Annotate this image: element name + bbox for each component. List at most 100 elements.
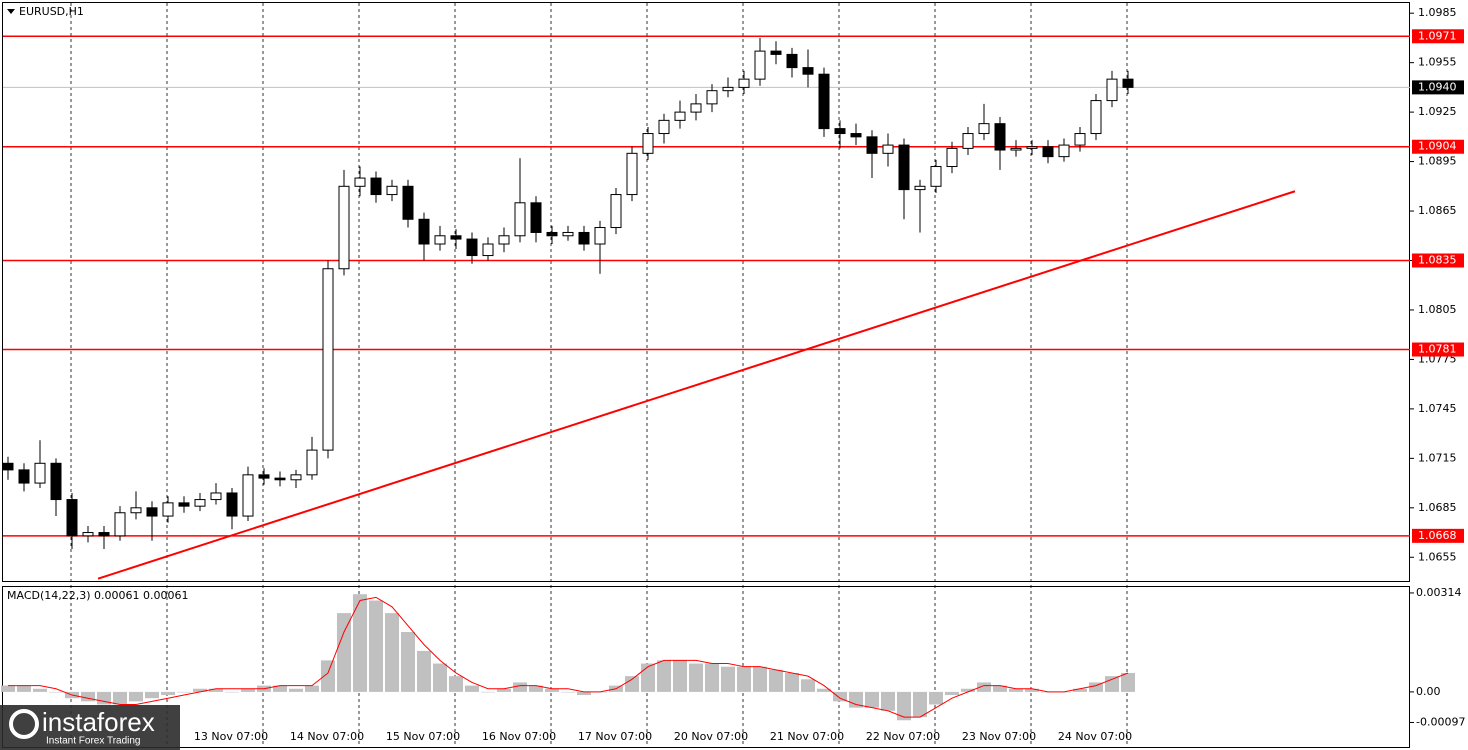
watermark: instaforex Instant Forex Trading: [0, 705, 180, 750]
candle-body: [1090, 100, 1102, 135]
macd-bar: [865, 691, 879, 708]
y-tick-label: 1.0715: [1418, 451, 1457, 464]
y-tick-label: 0.00: [1416, 685, 1441, 698]
candle-body: [546, 231, 558, 237]
candle-body: [50, 462, 62, 501]
macd-bar: [705, 663, 719, 692]
macd-bar: [801, 679, 815, 692]
macd-bar: [961, 688, 975, 692]
candle-body: [130, 507, 142, 514]
macd-bar: [465, 685, 479, 692]
candle-body: [898, 144, 910, 191]
x-tick-label: 23 Nov 07:00: [962, 730, 1036, 743]
macd-bar: [161, 691, 175, 696]
candle-body: [562, 231, 574, 237]
y-tick-label: 1.0865: [1418, 204, 1457, 217]
macd-bar: [993, 685, 1007, 692]
candle-body: [642, 133, 654, 154]
x-tick-label: 22 Nov 07:00: [866, 730, 940, 743]
macd-bar: [305, 685, 319, 692]
macd-bar: [241, 688, 255, 692]
current-price-box: [1412, 80, 1464, 95]
candle-body: [258, 474, 270, 479]
candle-body: [578, 231, 590, 245]
price-panel-frame: [2, 2, 1410, 582]
x-tick-label: 21 Nov 07:00: [770, 730, 844, 743]
x-tick-label: 17 Nov 07:00: [578, 730, 652, 743]
dropdown-arrow: [7, 9, 15, 14]
candle-body: [722, 86, 734, 92]
candle-body: [1058, 144, 1070, 158]
macd-bar: [385, 613, 399, 692]
level-label-box: [1412, 29, 1464, 44]
candle-body: [1122, 78, 1134, 88]
macd-bar: [145, 691, 159, 699]
macd-bar: [673, 660, 687, 692]
candle-body: [98, 532, 110, 537]
level-label: 1.0835: [1418, 253, 1457, 266]
macd-bar: [97, 691, 111, 705]
x-tick-label: 20 Nov 07:00: [674, 730, 748, 743]
macd-bar: [113, 691, 127, 705]
candle-body: [274, 477, 286, 481]
macd-bar: [1009, 688, 1023, 692]
macd-bar: [529, 685, 543, 692]
macd-bar: [337, 613, 351, 692]
candle-body: [82, 532, 94, 537]
x-tick-label: 24 Nov 07:00: [1058, 730, 1132, 743]
y-tick-label: -0.00097: [1416, 715, 1465, 728]
y-tick-label: 1.0895: [1418, 155, 1457, 168]
level-label-box: [1412, 342, 1464, 357]
candle-body: [914, 185, 926, 191]
level-label-box: [1412, 139, 1464, 154]
macd-bar: [721, 666, 735, 692]
macd-bar: [1089, 682, 1103, 692]
candle-body: [994, 123, 1006, 151]
macd-bar: [929, 691, 943, 705]
macd-bar: [209, 688, 223, 692]
macd-bar: [1, 685, 15, 692]
candle-body: [210, 492, 222, 501]
macd-bar: [945, 691, 959, 696]
candle-body: [178, 502, 190, 507]
candle-body: [146, 507, 158, 517]
x-tick-label: 16 Nov 07:00: [482, 730, 556, 743]
y-tick-label: 1.0685: [1418, 501, 1457, 514]
macd-bar: [193, 688, 207, 692]
candle-body: [18, 469, 30, 484]
level-label-box: [1412, 253, 1464, 268]
x-tick-label: 13 Nov 07:00: [194, 730, 268, 743]
candle-body: [306, 449, 318, 476]
candle-body: [322, 268, 334, 451]
macd-bar: [177, 691, 191, 693]
candle-body: [290, 474, 302, 481]
candle-body: [770, 50, 782, 55]
x-tick-label: 15 Nov 07:00: [386, 730, 460, 743]
macd-bar: [737, 666, 751, 692]
candle-body: [514, 202, 526, 237]
candle-body: [418, 218, 430, 245]
candle-body: [114, 512, 126, 537]
macd-bar: [913, 691, 927, 718]
candle-body: [594, 227, 606, 245]
candle-body: [946, 147, 958, 168]
logo-tagline: Instant Forex Trading: [46, 736, 141, 747]
candle-body: [882, 144, 894, 154]
candle-body: [1010, 147, 1022, 151]
chart-title: EURUSD,H1: [19, 5, 84, 18]
macd-bar: [881, 691, 895, 711]
candle-body: [482, 243, 494, 257]
macd-bar: [849, 691, 863, 708]
macd-bar: [17, 685, 31, 692]
candle-body: [530, 202, 542, 233]
candle-body: [834, 128, 846, 135]
y-tick-label: 1.0745: [1418, 402, 1457, 415]
candle-body: [1074, 133, 1086, 146]
macd-bar: [321, 660, 335, 692]
candle-body: [706, 90, 718, 105]
macd-bar: [689, 663, 703, 692]
candle-body: [466, 238, 478, 257]
candle-body: [2, 462, 14, 471]
candle-body: [802, 67, 814, 75]
candle-body: [786, 53, 798, 69]
